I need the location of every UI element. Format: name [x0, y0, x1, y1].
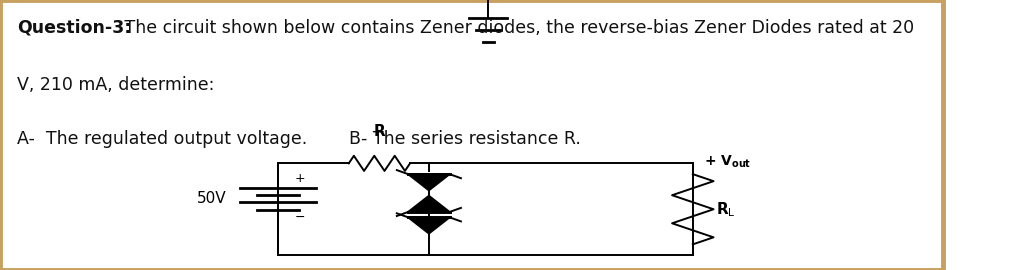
FancyBboxPatch shape	[0, 0, 943, 270]
Text: −: −	[295, 211, 306, 224]
Text: Question-3:: Question-3:	[17, 19, 132, 37]
Text: +: +	[295, 172, 306, 185]
Text: R: R	[374, 124, 385, 139]
Text: 50V: 50V	[197, 191, 226, 206]
Polygon shape	[408, 217, 450, 234]
Polygon shape	[408, 174, 450, 190]
Polygon shape	[408, 196, 450, 212]
Text: V, 210 mA, determine:: V, 210 mA, determine:	[17, 76, 214, 94]
Text: + V$_\mathbf{out}$: + V$_\mathbf{out}$	[704, 154, 751, 170]
Text: A-  The regulated output voltage.: A- The regulated output voltage.	[17, 130, 308, 148]
Text: R$_\mathrm{L}$: R$_\mathrm{L}$	[716, 200, 736, 219]
Text: B- The series resistance R.: B- The series resistance R.	[349, 130, 580, 148]
Text: The circuit shown below contains Zener diodes, the reverse-bias Zener Diodes rat: The circuit shown below contains Zener d…	[119, 19, 914, 37]
